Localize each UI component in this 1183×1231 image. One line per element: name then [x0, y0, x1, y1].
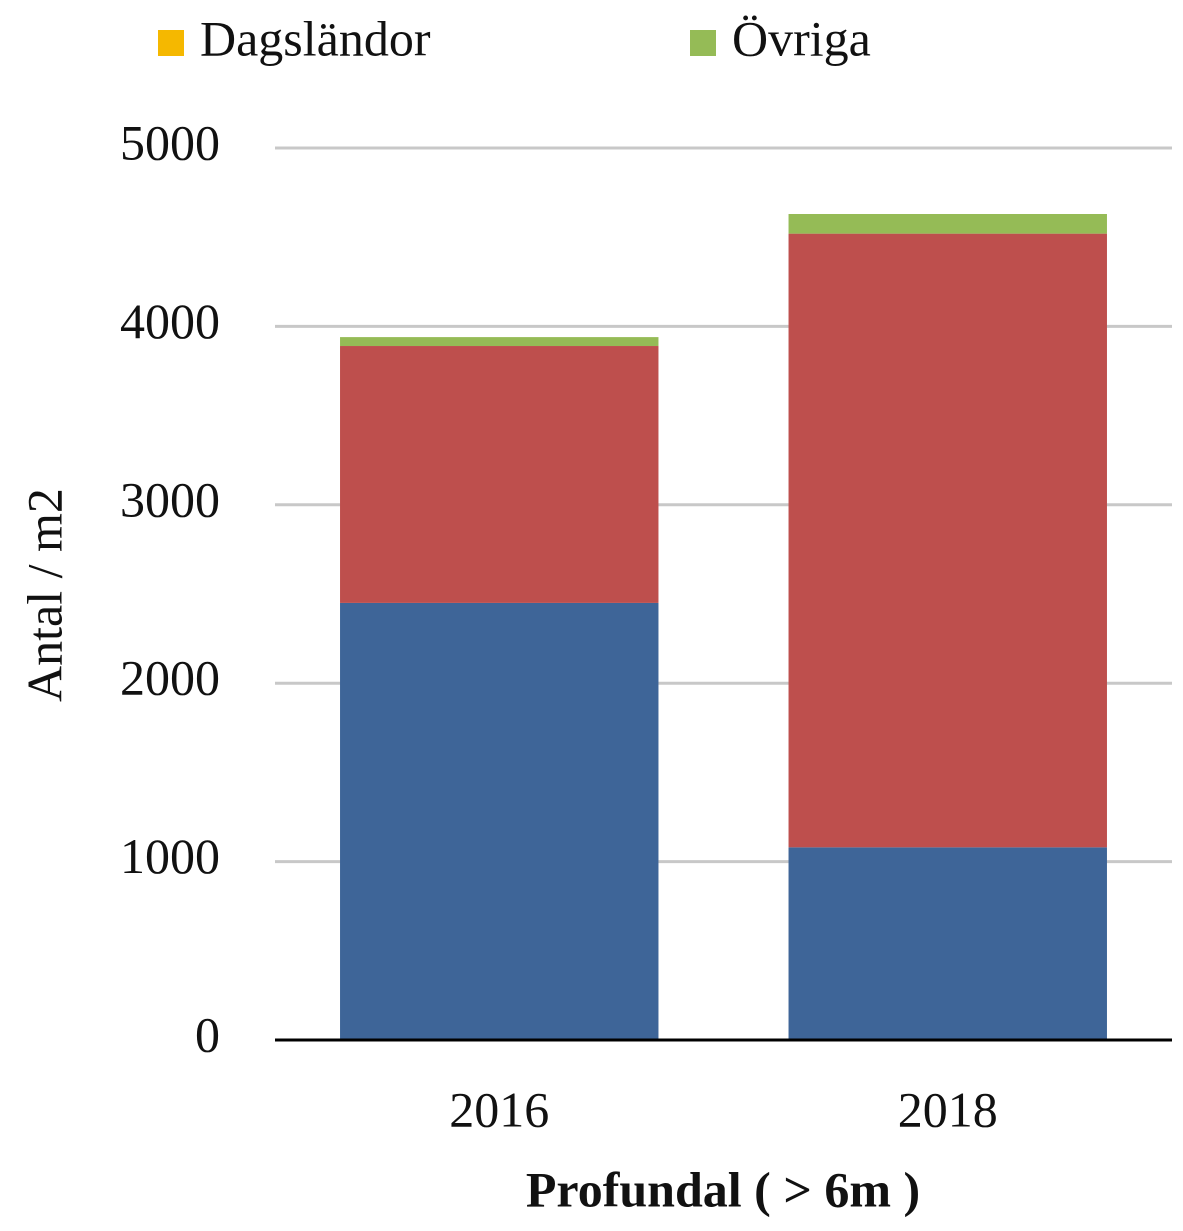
bar-segment [788, 214, 1107, 234]
bar-segment [340, 346, 659, 603]
x-tick-label: 2018 [898, 1081, 998, 1137]
bar-segment [340, 337, 659, 347]
legend-swatch [690, 30, 716, 56]
legend-swatch [158, 30, 184, 56]
legend-label: Övriga [732, 10, 871, 66]
y-tick-label: 1000 [120, 828, 220, 884]
legend-label: Dagsländor [200, 10, 431, 66]
x-tick-label: 2016 [449, 1081, 549, 1137]
bar-segment [340, 602, 659, 1040]
y-axis-label: Antal / m2 [16, 488, 72, 702]
x-axis-label: Profundal ( > 6m ) [526, 1161, 920, 1217]
y-tick-label: 5000 [120, 114, 220, 170]
y-tick-label: 2000 [120, 650, 220, 706]
bar-segment [788, 233, 1107, 848]
y-tick-label: 4000 [120, 293, 220, 349]
bar-segment [788, 847, 1107, 1040]
y-tick-label: 0 [195, 1006, 220, 1062]
y-tick-label: 3000 [120, 471, 220, 527]
